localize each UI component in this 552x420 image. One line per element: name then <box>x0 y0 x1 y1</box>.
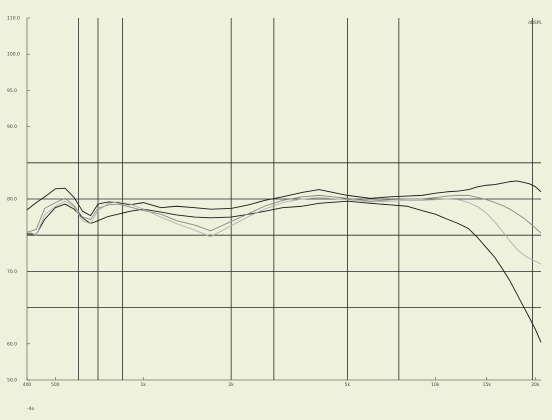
x-tick-label-3: 2k <box>228 382 234 388</box>
y-tick-label-5: 70.0 <box>7 269 17 275</box>
y-tick-label-7: 50.0 <box>7 378 17 384</box>
x-tick-label-5: 10k <box>431 382 440 388</box>
y-tick-label-0: 110.0 <box>7 16 20 22</box>
x-tick-label-7: 20k <box>531 382 540 388</box>
axis-note-label: -4o <box>27 406 34 412</box>
x-tick-label-2: 1k <box>140 382 146 388</box>
y-tick-label-4: 80.0 <box>7 197 17 203</box>
y-tick-label-1: 100.0 <box>7 52 20 58</box>
series-layer <box>26 180 542 343</box>
label-layer: 110.0 100.0 95.0 90.0 80.0 70.0 60.0 50.0 400 500… <box>7 16 540 389</box>
y-tick-label-3: 90.0 <box>7 124 17 130</box>
corner-unit-label: dBSPL <box>528 20 542 26</box>
y-tick-label-2: 95.0 <box>7 88 17 94</box>
y-tick-label-6: 60.0 <box>7 341 17 347</box>
series-line-0 <box>26 180 542 217</box>
x-tick-label-4: 5k <box>345 382 351 388</box>
series-line-2 <box>26 194 542 234</box>
x-tick-label-6: 15k <box>483 382 492 388</box>
x-tick-label-1: 500 <box>51 382 60 388</box>
x-tick-label-0: 400 <box>23 382 32 388</box>
series-line-1 <box>26 200 542 343</box>
series-line-3 <box>26 197 542 265</box>
